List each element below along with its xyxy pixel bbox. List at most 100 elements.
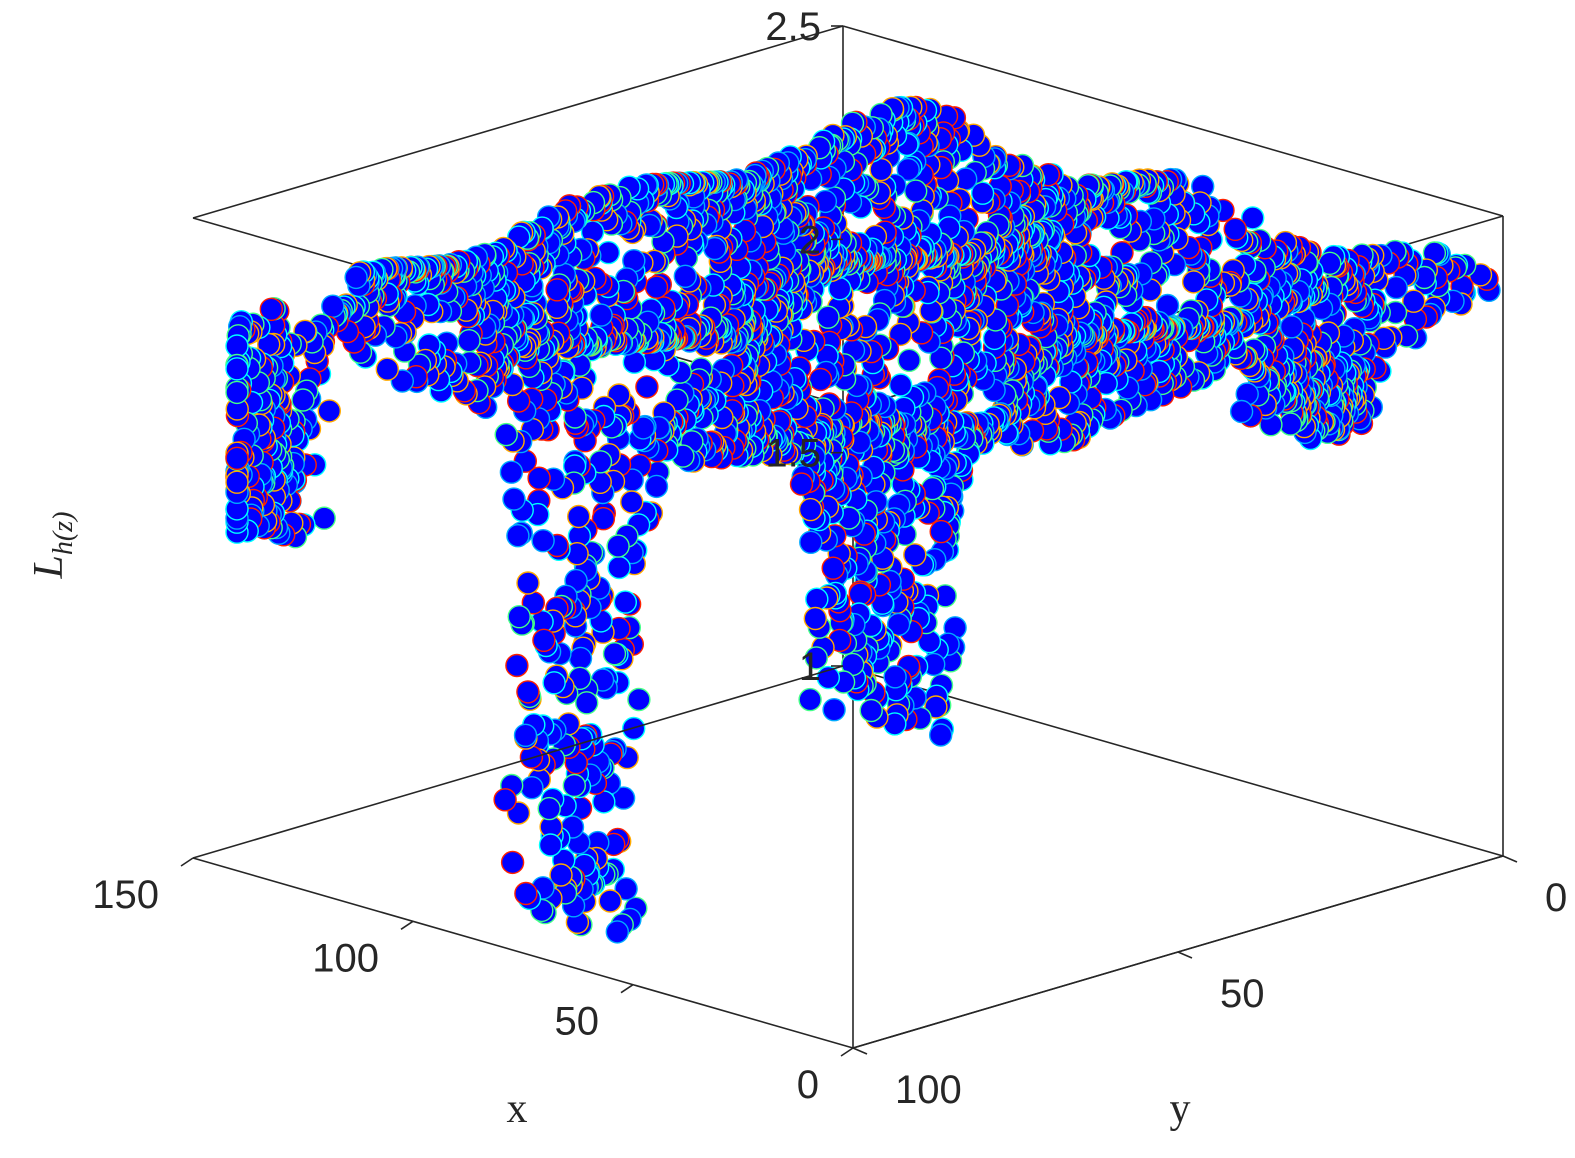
data-point (848, 582, 872, 606)
y-tick (1502, 855, 1518, 863)
data-point (859, 698, 883, 723)
y-tick (852, 1047, 868, 1055)
x-tick (620, 984, 634, 994)
data-point (607, 555, 631, 580)
data-point (883, 665, 907, 689)
z-axis-title: Lh(z) (26, 512, 79, 580)
data-point (808, 367, 833, 392)
data-point (516, 680, 540, 704)
data-point (514, 881, 538, 906)
data-point (798, 687, 822, 712)
x-tick-label: 150 (92, 873, 159, 917)
box-edge-top-x (842, 25, 1504, 217)
data-point (520, 776, 544, 800)
y-tick (1177, 951, 1193, 959)
data-point (605, 920, 629, 944)
data-point (613, 590, 637, 614)
data-point (606, 534, 630, 558)
data-point (970, 181, 995, 205)
data-point (822, 698, 846, 722)
data-point (803, 606, 827, 631)
data-point (562, 773, 586, 798)
data-point (904, 179, 928, 203)
data-point (513, 723, 538, 747)
data-point (502, 487, 526, 511)
data-point (816, 305, 840, 329)
data-point (598, 889, 622, 913)
data-point (886, 612, 911, 637)
data-point (799, 530, 823, 554)
data-point (1223, 217, 1247, 242)
data-point (1181, 270, 1206, 294)
x-tick (180, 857, 194, 867)
data-point (507, 605, 531, 629)
data-point (602, 642, 627, 666)
z-tick-label: 1 (799, 645, 821, 689)
data-point (929, 519, 953, 544)
data-point (225, 357, 249, 381)
y-tick-label: 0 (1545, 876, 1567, 920)
data-point (1401, 289, 1426, 313)
data-point (532, 628, 556, 652)
data-points (225, 95, 1501, 944)
data-point (457, 329, 481, 353)
data-point (499, 460, 524, 484)
data-point (924, 695, 948, 719)
x-tick (400, 920, 414, 930)
data-point (1229, 399, 1254, 424)
data-point (673, 264, 697, 288)
data-point (506, 524, 530, 548)
box-edge-back-floor-x (842, 665, 1504, 857)
data-point (1279, 315, 1304, 339)
data-point (903, 543, 927, 567)
data-point (344, 265, 368, 290)
data-point (225, 446, 249, 470)
data-point (567, 504, 591, 529)
data-point (542, 671, 566, 695)
data-point (494, 422, 518, 447)
data-point (821, 556, 845, 580)
x-tick (840, 1047, 854, 1057)
data-point (225, 380, 249, 405)
data-point (317, 399, 341, 423)
x-tick-label: 0 (797, 1063, 819, 1107)
data-point (896, 157, 920, 182)
z-tick-label: 1.5 (765, 432, 821, 476)
data-point (537, 796, 561, 821)
data-point (620, 490, 644, 514)
data-point (789, 472, 814, 496)
data-point (575, 691, 599, 715)
data-point (804, 646, 828, 670)
data-point (644, 275, 669, 299)
y-tick-label: 50 (1220, 972, 1265, 1016)
data-point (493, 788, 517, 812)
data-point (1278, 412, 1303, 436)
data-point (929, 723, 953, 747)
data-point (568, 646, 593, 671)
data-point (635, 375, 659, 399)
data-point (545, 278, 569, 302)
data-point (644, 474, 669, 499)
data-point (375, 357, 399, 381)
y-tick-label: 100 (895, 1068, 962, 1112)
x-axis-title: x (507, 1086, 528, 1132)
data-point (516, 571, 540, 595)
data-point (500, 850, 525, 875)
data-point (798, 497, 823, 522)
y-axis-title: y (1170, 1086, 1191, 1132)
data-point (312, 506, 336, 530)
data-point (1240, 206, 1265, 230)
data-point (627, 687, 651, 712)
z-tick-label: 2.5 (765, 5, 821, 49)
x-tick-label: 100 (312, 936, 379, 980)
data-point (888, 373, 913, 397)
data-point (225, 470, 249, 494)
data-point (225, 334, 249, 358)
data-point (505, 653, 529, 678)
axes-box-front (192, 665, 1504, 1049)
data-point (321, 294, 345, 318)
data-point (897, 348, 921, 372)
box-edge-top-front-x (192, 25, 844, 219)
data-point (538, 833, 563, 857)
